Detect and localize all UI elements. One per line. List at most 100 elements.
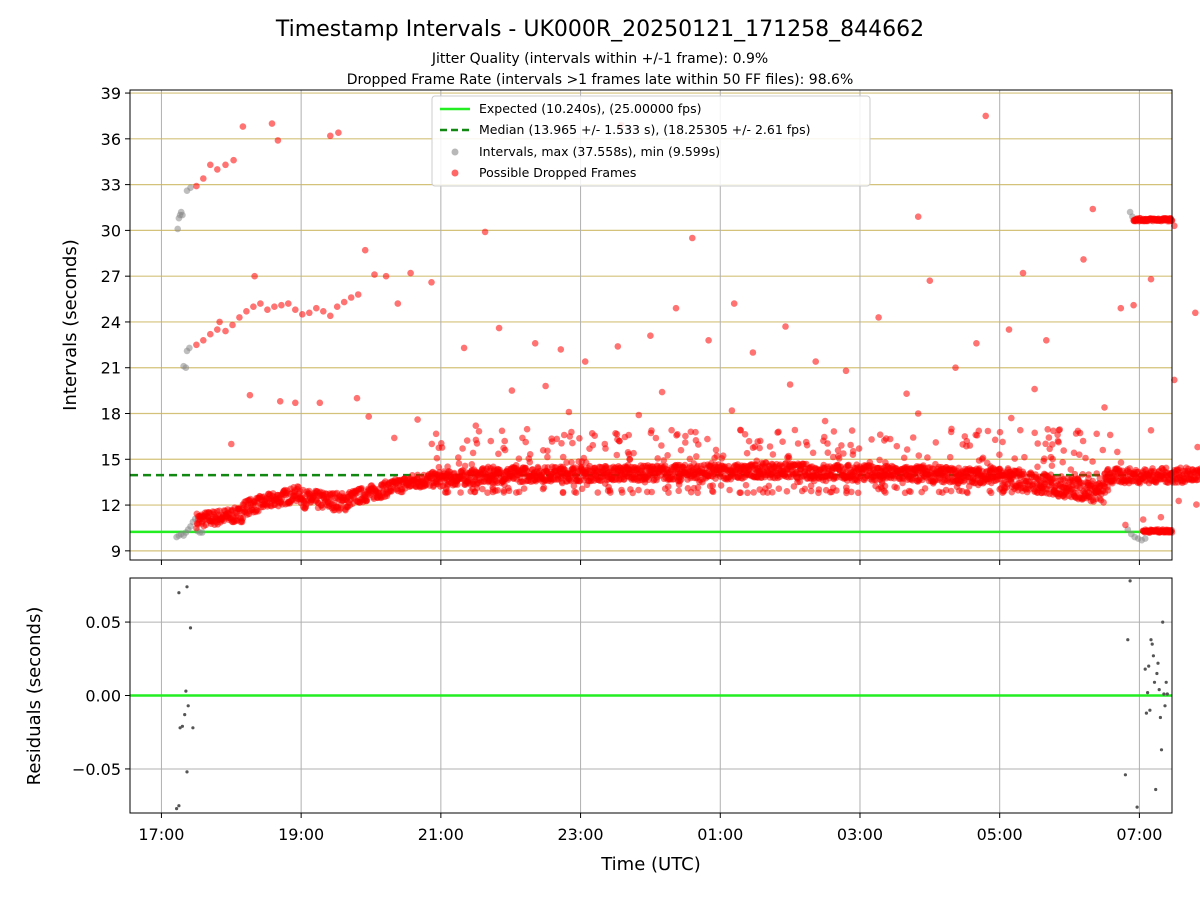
dropped-frame-point bbox=[469, 461, 476, 468]
dropped-frame-point bbox=[930, 480, 937, 487]
dropped-frame-point bbox=[648, 427, 655, 434]
dropped-frame-point bbox=[877, 431, 884, 438]
dropped-frame-point bbox=[975, 467, 982, 474]
dropped-frame-point bbox=[753, 458, 760, 465]
dropped-frame-point bbox=[1017, 427, 1024, 434]
dropped-frame-point bbox=[653, 435, 660, 442]
dropped-frame-point bbox=[798, 466, 805, 473]
dropped-frame-point bbox=[541, 484, 548, 491]
dropped-frame-point bbox=[617, 472, 624, 479]
residual-point bbox=[184, 690, 187, 693]
dropped-frame-point bbox=[516, 455, 523, 462]
dropped-frame-point bbox=[214, 326, 221, 333]
dropped-frame-point bbox=[292, 400, 299, 407]
dropped-frame-point bbox=[1101, 404, 1108, 411]
residuals-y-tick-label: −0.05 bbox=[72, 760, 121, 779]
residual-point bbox=[1146, 691, 1149, 694]
dropped-frame-point bbox=[680, 464, 687, 471]
dropped-frame-point bbox=[840, 450, 847, 457]
residual-point bbox=[1154, 788, 1157, 791]
dropped-frame-point bbox=[457, 489, 464, 496]
dropped-frame-point bbox=[650, 466, 657, 473]
dropped-frame-point bbox=[1055, 438, 1062, 445]
dropped-frame-point bbox=[622, 434, 629, 441]
dropped-frame-point bbox=[797, 479, 804, 486]
dropped-frame-point bbox=[1093, 431, 1100, 438]
dropped-frame-point bbox=[524, 426, 531, 433]
residuals-y-tick-label: 0.00 bbox=[85, 687, 121, 706]
dropped-frame-point bbox=[1068, 466, 1075, 473]
residual-point bbox=[1162, 692, 1165, 695]
dropped-frame-point bbox=[299, 311, 306, 318]
residual-point bbox=[1152, 654, 1155, 657]
dropped-frame-point bbox=[849, 477, 856, 484]
dropped-frame-point bbox=[973, 340, 980, 347]
dropped-frame-point bbox=[918, 470, 925, 477]
dropped-frame-point bbox=[1009, 489, 1016, 496]
dropped-frame-point bbox=[1148, 276, 1155, 283]
dropped-frame-point bbox=[705, 337, 712, 344]
residual-point bbox=[1145, 712, 1148, 715]
dropped-frame-point bbox=[618, 487, 625, 494]
dropped-frame-point bbox=[795, 440, 802, 447]
dropped-frame-point bbox=[1175, 498, 1182, 505]
dropped-frame-point bbox=[207, 162, 214, 169]
dropped-frame-point bbox=[428, 279, 435, 286]
dropped-frame-point bbox=[838, 442, 845, 449]
x-tick-label: 01:00 bbox=[697, 825, 743, 844]
dropped-frame-point bbox=[1122, 522, 1129, 529]
dropped-frame-point bbox=[982, 113, 989, 120]
dropped-frame-point bbox=[942, 471, 949, 478]
dropped-frame-point bbox=[1011, 455, 1018, 462]
interval-point bbox=[1142, 535, 1149, 542]
dropped-frame-point bbox=[891, 484, 898, 491]
dropped-frame-point bbox=[1014, 470, 1021, 477]
dropped-frame-point bbox=[1055, 481, 1062, 488]
dropped-frame-point bbox=[1118, 305, 1125, 312]
dropped-frame-point bbox=[952, 364, 959, 371]
dropped-frame-point bbox=[810, 450, 817, 457]
dropped-frame-point bbox=[689, 235, 696, 242]
dropped-frame-point bbox=[230, 157, 237, 164]
dropped-frame-point bbox=[628, 476, 635, 483]
dropped-frame-point bbox=[1020, 270, 1027, 277]
dropped-frame-point bbox=[760, 470, 767, 477]
residual-point bbox=[1144, 668, 1147, 671]
dropped-frame-point bbox=[685, 485, 692, 492]
residual-point bbox=[1147, 665, 1150, 668]
dropped-frame-point bbox=[566, 409, 573, 416]
dropped-frame-point bbox=[1008, 415, 1015, 422]
dropped-frame-point bbox=[207, 331, 214, 338]
interval-point bbox=[186, 345, 193, 352]
dropped-frame-point bbox=[972, 432, 979, 439]
residual-point bbox=[177, 591, 180, 594]
dropped-frame-point bbox=[782, 323, 789, 330]
dropped-frame-point bbox=[769, 489, 776, 496]
dropped-frame-point bbox=[1082, 455, 1089, 462]
dropped-frame-point bbox=[434, 478, 441, 485]
dropped-frame-point bbox=[472, 489, 479, 496]
dropped-frame-point bbox=[784, 488, 791, 495]
dropped-frame-point bbox=[581, 455, 588, 462]
dropped-frame-point bbox=[767, 443, 774, 450]
dropped-frame-point bbox=[996, 469, 1003, 476]
dropped-frame-point bbox=[1088, 482, 1095, 489]
x-tick-label: 07:00 bbox=[1116, 825, 1162, 844]
dropped-frame-point bbox=[731, 300, 738, 307]
dropped-frame-point bbox=[882, 459, 889, 466]
dropped-frame-point bbox=[934, 470, 941, 477]
dropped-frame-point bbox=[914, 478, 921, 485]
dropped-frame-point bbox=[943, 487, 950, 494]
dropped-frame-point bbox=[1060, 476, 1067, 483]
dropped-frame-point bbox=[820, 438, 827, 445]
dropped-frame-point bbox=[901, 455, 908, 462]
dropped-frame-point bbox=[1034, 464, 1041, 471]
dropped-frame-point bbox=[582, 358, 589, 365]
legend-dropped-label: Possible Dropped Frames bbox=[479, 165, 636, 180]
dropped-frame-point bbox=[999, 439, 1006, 446]
residual-point bbox=[1163, 704, 1166, 707]
residual-point bbox=[1149, 638, 1152, 641]
dropped-frame-point bbox=[947, 454, 954, 461]
dropped-frame-point bbox=[1093, 489, 1100, 496]
